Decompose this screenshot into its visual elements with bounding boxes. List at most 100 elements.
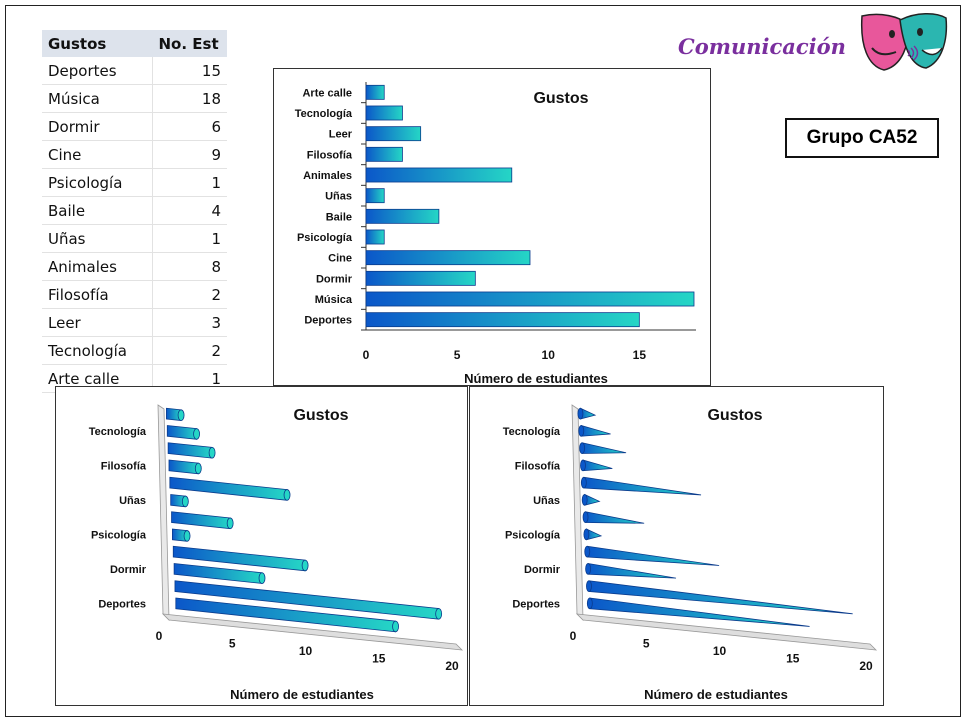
floor bbox=[575, 613, 878, 651]
table-cell-gusto: Psicología bbox=[42, 168, 153, 197]
category-label: Deportes bbox=[304, 315, 352, 327]
group-label: Grupo CA52 bbox=[785, 118, 939, 158]
table-cell-count: 3 bbox=[152, 308, 227, 337]
bar bbox=[167, 442, 213, 459]
table-cell-count: 2 bbox=[152, 280, 227, 309]
bar bbox=[166, 425, 197, 440]
table-row: Cine 9 bbox=[42, 140, 227, 169]
cone bbox=[580, 424, 611, 437]
table-cell-count: 4 bbox=[152, 196, 227, 225]
category-label: Tecnología bbox=[503, 426, 561, 438]
bar bbox=[365, 250, 531, 266]
sound-waves bbox=[907, 45, 919, 61]
table-row: Psicología 1 bbox=[42, 168, 227, 197]
category-label: Uñas bbox=[119, 495, 146, 507]
bar bbox=[365, 208, 440, 224]
table-cell-gusto: Baile bbox=[42, 196, 153, 225]
table-row: Tecnología 2 bbox=[42, 336, 227, 365]
x-tick-label: 5 bbox=[229, 637, 236, 651]
chart-title: Gustos bbox=[533, 90, 588, 107]
category-label: Filosofía bbox=[307, 149, 353, 161]
table-cell-gusto: Leer bbox=[42, 308, 153, 337]
bar-cap bbox=[193, 428, 200, 440]
teal-mask-mouth bbox=[921, 47, 943, 56]
x-tick-label: 0 bbox=[156, 629, 163, 643]
cone-base bbox=[581, 494, 588, 506]
bar-cap bbox=[194, 462, 202, 475]
category-label: Psicología bbox=[91, 529, 147, 541]
floor bbox=[161, 613, 464, 651]
x-tick-label: 5 bbox=[454, 348, 461, 362]
bar bbox=[365, 84, 385, 100]
table-cell-gusto: Uñas bbox=[42, 224, 153, 253]
table-cell-count: 2 bbox=[152, 336, 227, 365]
category-label: Deportes bbox=[512, 598, 560, 610]
cone bbox=[583, 476, 702, 496]
table-cell-gusto: Filosofía bbox=[42, 280, 153, 309]
cone-base bbox=[586, 580, 592, 592]
x-tick-label: 20 bbox=[445, 659, 459, 673]
chart-title: Gustos bbox=[707, 407, 762, 424]
cone-base bbox=[586, 597, 593, 610]
bar-cap bbox=[177, 409, 185, 421]
bar bbox=[365, 229, 385, 245]
bar-cap bbox=[392, 620, 399, 633]
category-label: Leer bbox=[329, 129, 353, 141]
x-tick-label: 10 bbox=[713, 644, 727, 658]
cone-bar-chart: Deportes Dormir Psicología Uñas Filosofía Tec… bbox=[469, 386, 884, 706]
table-cell-gusto: Animales bbox=[42, 252, 153, 281]
cone-base bbox=[582, 511, 589, 523]
table-header-cell: Gustos bbox=[42, 30, 153, 57]
x-tick-label: 5 bbox=[643, 637, 650, 651]
table-row: Animales 8 bbox=[42, 252, 227, 281]
table-cell-gusto: Música bbox=[42, 84, 153, 113]
table-row: Dormir 6 bbox=[42, 112, 227, 141]
table-row: Uñas 1 bbox=[42, 224, 227, 253]
cone-base bbox=[579, 442, 586, 454]
table-cell-gusto: Dormir bbox=[42, 112, 153, 141]
x-axis-title: Número de estudiantes bbox=[644, 687, 788, 702]
slide-frame bbox=[5, 5, 961, 717]
cone bbox=[587, 563, 677, 579]
flat-bar-chart: Deportes Música Dormir Cine Psicología Baile U… bbox=[273, 68, 711, 386]
x-tick-label: 10 bbox=[542, 348, 556, 362]
category-label: Uñas bbox=[325, 191, 352, 203]
cone bbox=[586, 545, 720, 566]
category-label: Uñas bbox=[533, 495, 560, 507]
brand-title: Comunicación bbox=[678, 34, 846, 59]
table-cell-gusto: Deportes bbox=[42, 57, 153, 85]
cone-base bbox=[584, 545, 591, 558]
bar bbox=[171, 511, 231, 530]
category-label: Deportes bbox=[98, 598, 146, 610]
table-row: Música 18 bbox=[42, 84, 227, 113]
back-wall bbox=[571, 404, 584, 621]
pink-mask-mouth bbox=[871, 47, 897, 56]
back-wall bbox=[157, 404, 170, 621]
bar-cap bbox=[226, 517, 234, 530]
table-header-cell: No. Est bbox=[152, 30, 227, 57]
bar bbox=[365, 291, 695, 307]
data-table: Gustos No. Est Deportes 15 Música 18 Dormir 6… bbox=[42, 30, 227, 393]
theatre-masks-icon bbox=[860, 13, 948, 71]
bar bbox=[365, 126, 422, 142]
table-cell-count: 6 bbox=[152, 112, 227, 141]
x-tick-label: 20 bbox=[859, 659, 873, 673]
cylinder-bar-chart: Deportes Dormir Psicología Uñas Filosofía Tec… bbox=[55, 386, 468, 706]
cone bbox=[581, 442, 627, 454]
bar bbox=[365, 146, 403, 162]
bar-cap bbox=[183, 530, 191, 542]
category-label: Baile bbox=[326, 211, 352, 223]
teal-mask bbox=[899, 13, 948, 69]
category-label: Filosofía bbox=[101, 460, 147, 472]
bar bbox=[365, 105, 403, 121]
x-tick-label: 15 bbox=[786, 652, 800, 666]
category-label: Psicología bbox=[297, 232, 353, 244]
table-cell-count: 1 bbox=[152, 168, 227, 197]
teal-mask-eye bbox=[917, 28, 923, 36]
table-row: Baile 4 bbox=[42, 196, 227, 225]
category-label: Arte calle bbox=[302, 87, 352, 99]
category-label: Tecnología bbox=[295, 108, 353, 120]
table-cell-count: 18 bbox=[152, 84, 227, 113]
bar-cap bbox=[283, 489, 291, 501]
cone-base bbox=[578, 425, 585, 437]
